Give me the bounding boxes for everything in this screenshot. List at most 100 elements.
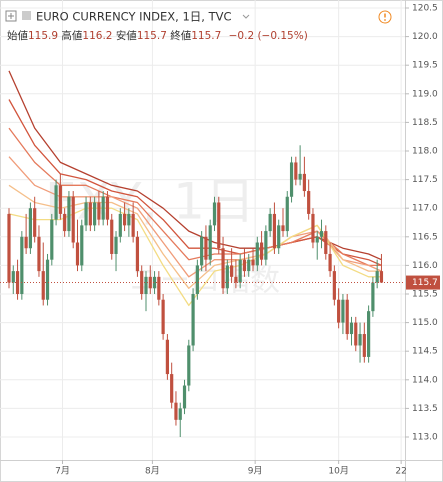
candle <box>178 402 182 437</box>
candle-body <box>80 225 84 266</box>
expand-icon[interactable] <box>5 10 17 22</box>
candle <box>144 271 148 312</box>
candle <box>33 196 37 243</box>
candle-body <box>135 236 140 272</box>
candle-body <box>345 299 349 335</box>
candle <box>298 145 302 186</box>
candle-body <box>170 374 174 403</box>
last-price-badge <box>406 275 440 290</box>
candle <box>63 208 67 237</box>
candle <box>234 259 238 289</box>
y-tick-label: 114.5 <box>412 347 438 357</box>
candle <box>349 316 354 346</box>
candle-body <box>221 248 225 289</box>
candle <box>230 248 234 283</box>
candle <box>217 196 221 254</box>
candle <box>105 191 110 226</box>
candle <box>367 305 371 363</box>
candle <box>294 156 298 186</box>
candle-body <box>54 185 58 220</box>
candle <box>67 191 71 237</box>
candle-body <box>225 265 229 289</box>
candle <box>302 156 306 197</box>
label: 終値 <box>170 29 191 42</box>
y-tick-label: 113.0 <box>412 433 438 443</box>
candle-body <box>88 202 92 226</box>
candle <box>127 208 131 237</box>
candle-body <box>238 259 242 283</box>
y-tick-label: 118.5 <box>412 118 438 128</box>
candle <box>307 179 311 220</box>
candle <box>80 219 84 272</box>
candle <box>88 196 92 232</box>
candle <box>358 322 362 363</box>
candle <box>174 391 178 426</box>
candle <box>152 271 157 294</box>
candle <box>7 208 11 289</box>
y-tick-label: 113.5 <box>412 404 438 414</box>
candle-body <box>178 408 182 420</box>
label: 始値 <box>7 29 28 42</box>
candle-body <box>15 271 20 294</box>
candle-body <box>45 259 50 300</box>
candle-body <box>337 299 341 323</box>
candle-body <box>212 202 217 226</box>
candle-body <box>174 402 178 420</box>
candle-body <box>75 242 80 266</box>
candle <box>354 316 358 352</box>
candle-body <box>58 185 62 214</box>
y-tick-label: 119.5 <box>412 61 438 71</box>
x-tick-label: 8月 <box>145 466 160 477</box>
candle <box>315 231 319 260</box>
candle <box>247 253 251 277</box>
candle-body <box>105 196 110 220</box>
candle <box>28 202 32 254</box>
candle-body <box>328 253 332 272</box>
candle-body <box>341 299 345 323</box>
candle <box>93 196 97 232</box>
candle <box>58 173 62 220</box>
x-tick-label: 22 <box>395 467 406 477</box>
candle <box>208 219 212 266</box>
candle <box>97 191 101 226</box>
candle <box>337 288 341 329</box>
value: 116.2 <box>82 30 112 42</box>
candle <box>191 288 195 352</box>
dropdown-icon[interactable] <box>242 14 250 19</box>
candle-body <box>272 213 277 249</box>
candle <box>251 248 255 272</box>
candle <box>311 208 315 249</box>
candle-body <box>230 265 234 277</box>
candle <box>204 225 208 272</box>
candle-body <box>247 259 251 272</box>
candle-body <box>101 196 105 220</box>
candle-body <box>298 173 302 180</box>
last-price-label: 115.7 <box>412 278 438 288</box>
candle <box>187 339 191 392</box>
candle <box>375 259 379 289</box>
candle-body <box>349 322 354 335</box>
candle-body <box>358 334 362 346</box>
candle-body <box>379 271 384 283</box>
candle <box>131 202 135 243</box>
x-tick-label: 10月 <box>328 466 348 477</box>
candle-body <box>289 162 294 197</box>
candle-body <box>191 294 195 346</box>
candle-body <box>11 271 15 283</box>
candle <box>268 208 272 237</box>
candle-body <box>97 202 101 220</box>
candle-body <box>371 282 375 312</box>
alert-icon[interactable] <box>378 10 392 24</box>
candle-body <box>255 242 259 266</box>
candle-body <box>311 213 315 243</box>
candle <box>225 259 229 294</box>
symbol-icon <box>22 11 31 20</box>
candle-body <box>375 271 379 283</box>
candle <box>165 334 169 380</box>
candle <box>41 242 45 306</box>
candle-body <box>294 162 298 180</box>
candle-body <box>152 276 157 289</box>
candle-body <box>277 225 281 249</box>
